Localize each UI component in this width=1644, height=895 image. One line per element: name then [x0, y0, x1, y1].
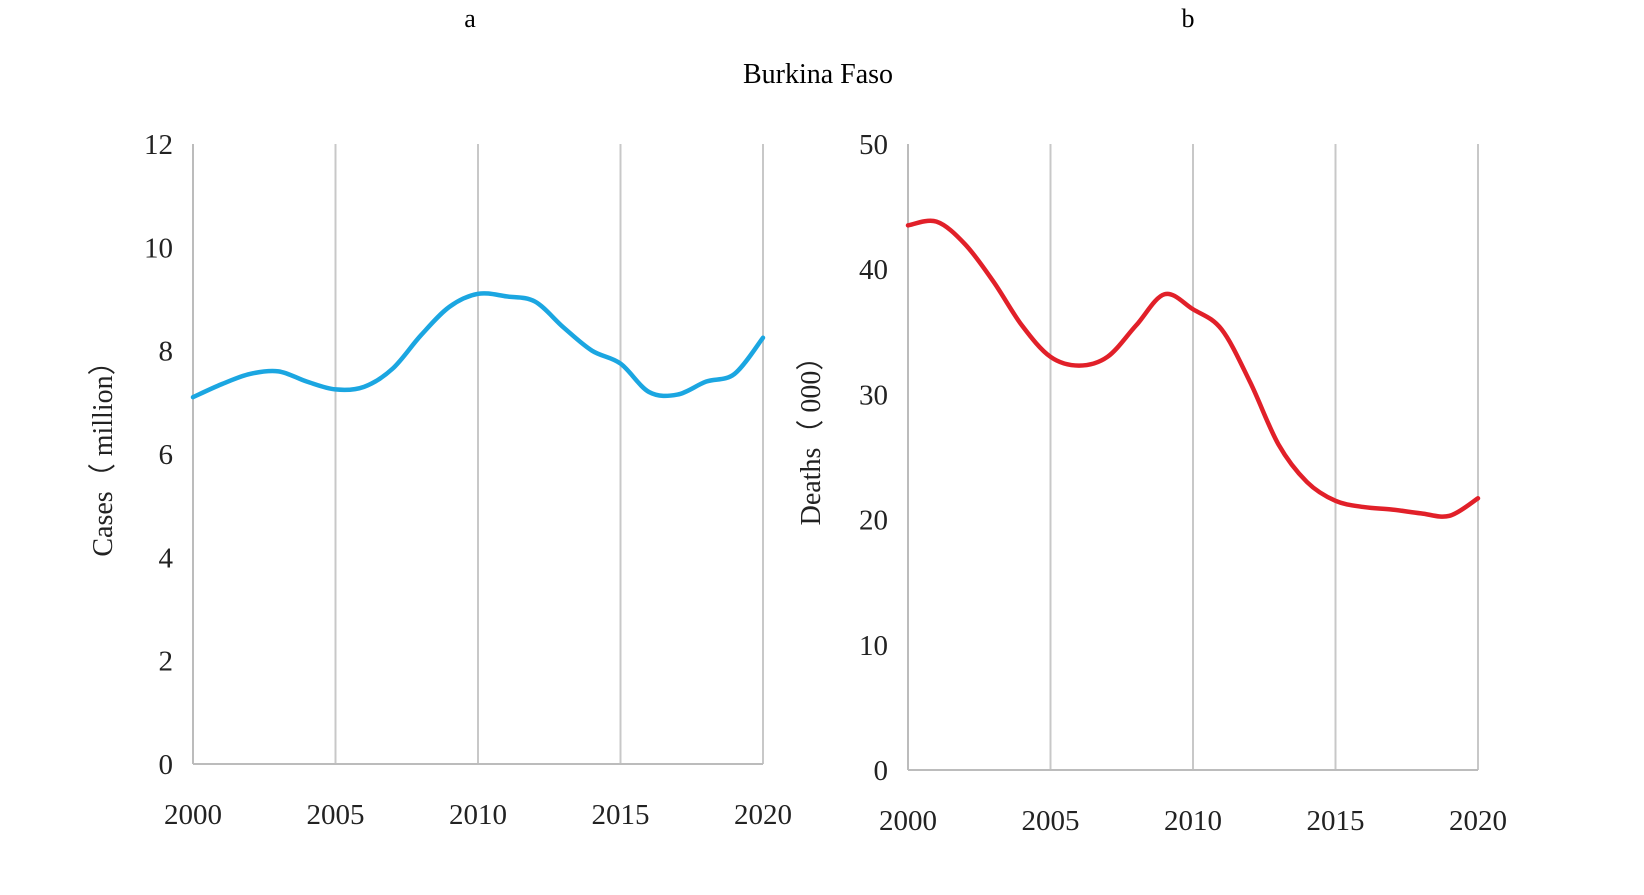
y-tick-label: 10	[144, 232, 173, 264]
x-tick-label: 2010	[449, 799, 507, 831]
x-tick-label: 2015	[1307, 805, 1365, 837]
y-tick-label: 30	[859, 379, 888, 411]
panel-b-letter: b	[1182, 4, 1195, 33]
y-tick-label: 0	[874, 755, 889, 787]
y-tick-label: 40	[859, 254, 888, 286]
x-tick-label: 2020	[734, 799, 792, 831]
x-tick-label: 2000	[879, 805, 937, 837]
y-tick-label: 10	[859, 630, 888, 662]
x-tick-label: 2000	[164, 799, 222, 831]
x-tick-label: 2005	[1022, 805, 1080, 837]
panel-a-cases-chart: 0 2 4 6 8 10 12 2000 2005 2010 2015 2020 Cases（ mill…	[87, 129, 792, 831]
panel-a-letter: a	[464, 4, 476, 33]
y-tick-label: 2	[159, 646, 174, 678]
x-tick-label: 2010	[1164, 805, 1222, 837]
y-tick-label: 0	[159, 749, 174, 781]
y-axis-label: Deaths（ 000）	[795, 343, 827, 526]
y-tick-label: 12	[144, 129, 173, 161]
x-tick-label: 2015	[592, 799, 650, 831]
y-tick-label: 6	[159, 439, 174, 471]
figure-title: Burkina Faso	[743, 59, 893, 90]
y-tick-label: 20	[859, 505, 888, 537]
x-tick-label: 2005	[307, 799, 365, 831]
x-tick-label: 2020	[1449, 805, 1507, 837]
series-line-b	[905, 218, 1481, 519]
y-tick-label: 8	[159, 336, 174, 368]
series-line-a	[190, 291, 766, 400]
y-tick-label: 50	[859, 129, 888, 161]
y-axis-label: Cases（ million）	[87, 347, 119, 556]
panel-b-deaths-chart: 0 10 20 30 40 50 2000 2005 2010 2015 2020 Deaths（ 0…	[795, 129, 1507, 837]
y-tick-label: 4	[159, 542, 174, 574]
